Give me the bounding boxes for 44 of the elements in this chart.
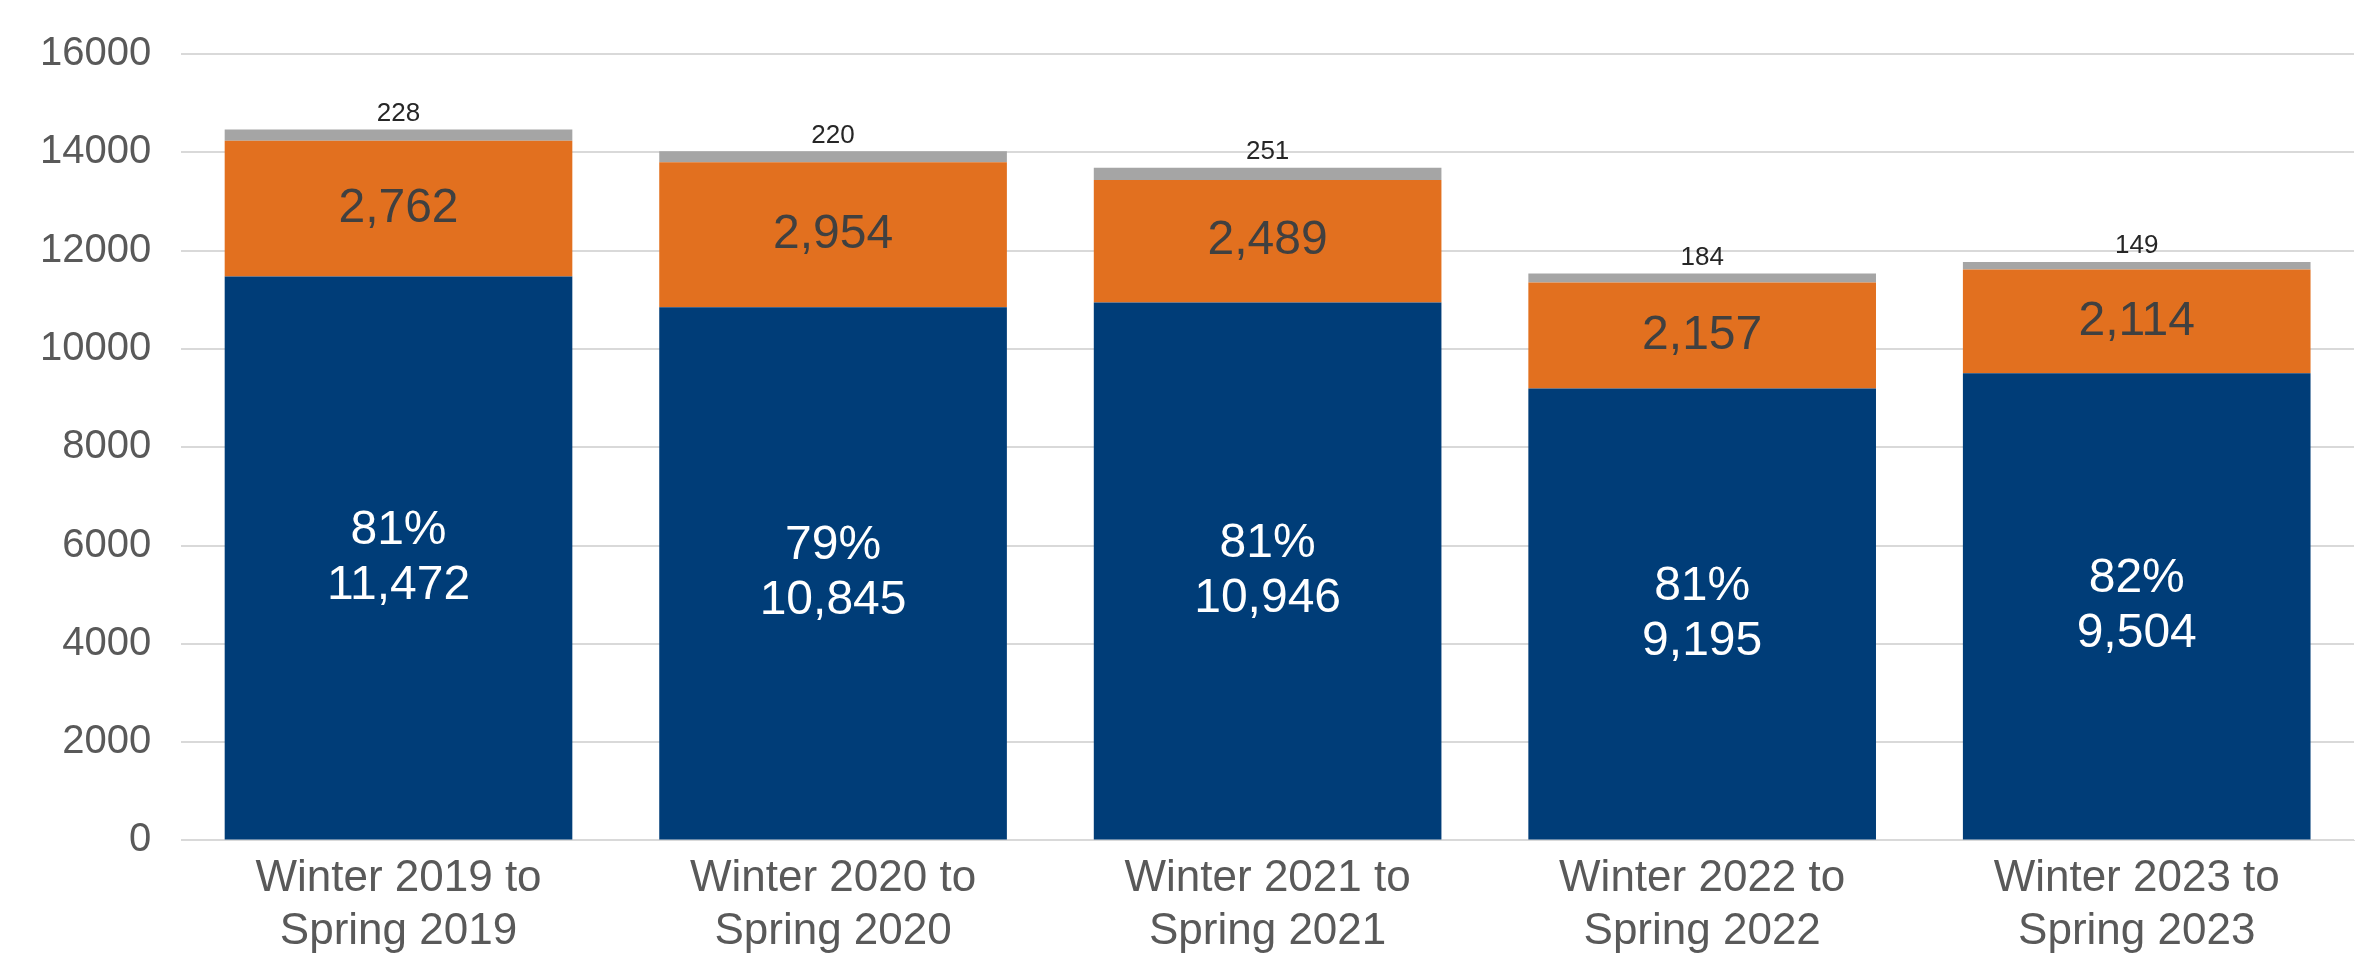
data-label: 79% 10,845 bbox=[759, 516, 907, 625]
bar bbox=[1962, 373, 2311, 840]
x-tick-label: Winter 2022 to Spring 2022 bbox=[1559, 850, 1846, 953]
data-label: 2,954 bbox=[773, 205, 894, 259]
bar bbox=[1093, 302, 1442, 840]
bar bbox=[1962, 262, 2311, 270]
y-tick-label: 6000 bbox=[62, 520, 152, 565]
y-tick-label: 10000 bbox=[40, 323, 152, 368]
y-tick-label: 14000 bbox=[40, 127, 152, 172]
x-tick-label: Winter 2020 to Spring 2020 bbox=[689, 850, 977, 953]
data-label: 220 bbox=[811, 118, 855, 149]
bar bbox=[1528, 388, 1876, 840]
data-label: 149 bbox=[2115, 229, 2159, 260]
x-tick-label: Winter 2023 to Spring 2023 bbox=[1993, 850, 2280, 953]
data-label: 2,489 bbox=[1207, 211, 1328, 265]
data-label: 81% 11,472 bbox=[326, 500, 471, 609]
y-tick-label: 8000 bbox=[62, 422, 152, 467]
data-label: 251 bbox=[1245, 134, 1290, 165]
y-tick-label: 2000 bbox=[62, 717, 152, 762]
bar bbox=[1093, 180, 1442, 303]
data-label: 184 bbox=[1680, 240, 1724, 271]
data-label: 2,762 bbox=[338, 178, 459, 232]
y-tick-label: 4000 bbox=[62, 618, 152, 663]
bar bbox=[659, 151, 1007, 163]
x-tick-label: Winter 2021 to Spring 2021 bbox=[1124, 850, 1411, 953]
data-label: 2,114 bbox=[2078, 291, 2195, 345]
x-tick-label: Winter 2019 to Spring 2019 bbox=[255, 850, 542, 953]
bar bbox=[659, 307, 1007, 840]
data-label: 2,157 bbox=[1642, 305, 1763, 359]
bar bbox=[1528, 282, 1876, 389]
data-label: 228 bbox=[376, 96, 421, 127]
bar bbox=[1093, 167, 1442, 181]
bar bbox=[1528, 273, 1876, 283]
bar bbox=[224, 276, 573, 840]
data-label: 81% 10,946 bbox=[1194, 513, 1342, 622]
bar bbox=[224, 140, 573, 277]
y-tick-label: 12000 bbox=[40, 225, 152, 270]
data-label: 81% 9,195 bbox=[1642, 556, 1763, 665]
bar bbox=[1962, 269, 2311, 374]
y-tick-label: 16000 bbox=[40, 29, 152, 74]
bar bbox=[224, 129, 573, 141]
y-tick-label: 0 bbox=[128, 815, 152, 860]
data-label: 82% 9,504 bbox=[2076, 548, 2197, 658]
bar bbox=[659, 162, 1007, 308]
